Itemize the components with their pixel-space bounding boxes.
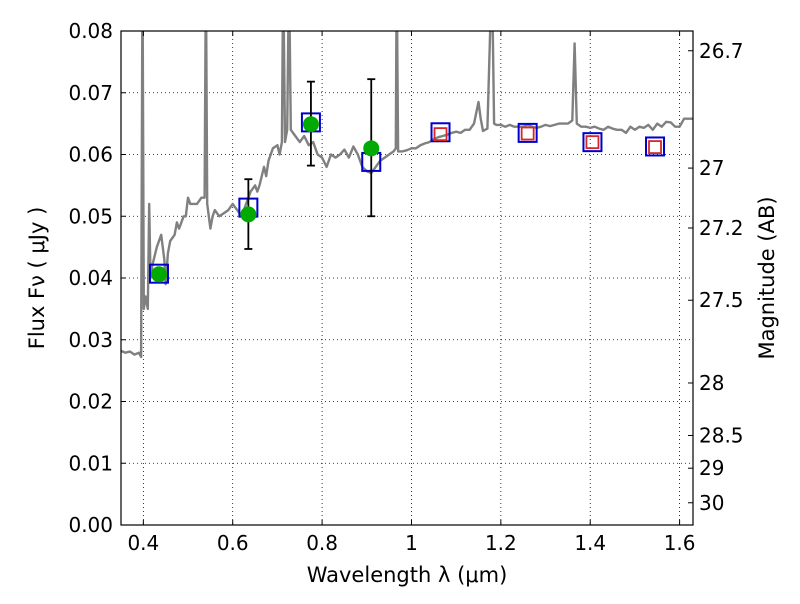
spectrum-line bbox=[121, 31, 693, 359]
y-axis-title: Flux Fν ( μJy ) bbox=[25, 207, 49, 350]
red-square-marker bbox=[648, 140, 662, 154]
red-square-marker bbox=[520, 126, 535, 141]
right-tick-label: 27 bbox=[699, 156, 724, 180]
ticks: 0.4 0.6 0.8 1 1.2 1.4 1.6 0.00 0.01 0.02 0.03 0.04 0… bbox=[68, 19, 743, 555]
blue-square-marker bbox=[645, 136, 666, 157]
series-layer bbox=[121, 31, 693, 359]
y-tick-label: 0.08 bbox=[68, 19, 113, 43]
y-tick-label: 0.05 bbox=[68, 204, 113, 228]
x-tick-label: 1.2 bbox=[485, 531, 517, 555]
right-tick-label: 30 bbox=[699, 491, 724, 515]
green-data-point bbox=[363, 140, 380, 157]
x-tick-label: 0.4 bbox=[127, 531, 159, 555]
right-tick-label: 27.5 bbox=[699, 288, 744, 312]
green-data-point bbox=[302, 116, 319, 133]
y-tick-label: 0.01 bbox=[68, 451, 113, 475]
x-tick-label: 1 bbox=[405, 531, 418, 555]
right-tick-label: 27.2 bbox=[699, 216, 744, 240]
red-square-marker bbox=[433, 127, 448, 142]
y-tick-label: 0.07 bbox=[68, 81, 113, 105]
right-axis-title: Magnitude (AB) bbox=[755, 196, 779, 359]
x-tick-label: 0.8 bbox=[306, 531, 338, 555]
x-axis-title: Wavelength λ (μm) bbox=[307, 563, 508, 587]
marker-layer bbox=[148, 78, 666, 284]
red-square-marker bbox=[585, 135, 600, 150]
green-data-point bbox=[150, 266, 167, 283]
y-tick-label: 0.06 bbox=[68, 143, 113, 167]
right-tick-label: 29 bbox=[699, 456, 724, 480]
blue-square-marker bbox=[582, 132, 603, 153]
green-data-point bbox=[240, 206, 257, 223]
blue-square-marker bbox=[148, 263, 169, 284]
right-tick-label: 26.7 bbox=[699, 39, 744, 63]
y-tick-label: 0.03 bbox=[68, 328, 113, 352]
right-tick-label: 28.5 bbox=[699, 423, 744, 447]
x-tick-label: 1.6 bbox=[664, 531, 696, 555]
y-tick-label: 0.00 bbox=[68, 513, 113, 537]
blue-square-marker bbox=[430, 122, 451, 143]
y-tick-label: 0.02 bbox=[68, 390, 113, 414]
y-tick-label: 0.04 bbox=[68, 266, 113, 290]
blue-square-marker bbox=[517, 122, 538, 143]
x-tick-label: 1.4 bbox=[574, 531, 606, 555]
right-tick-label: 28 bbox=[699, 371, 724, 395]
x-tick-label: 0.6 bbox=[217, 531, 249, 555]
